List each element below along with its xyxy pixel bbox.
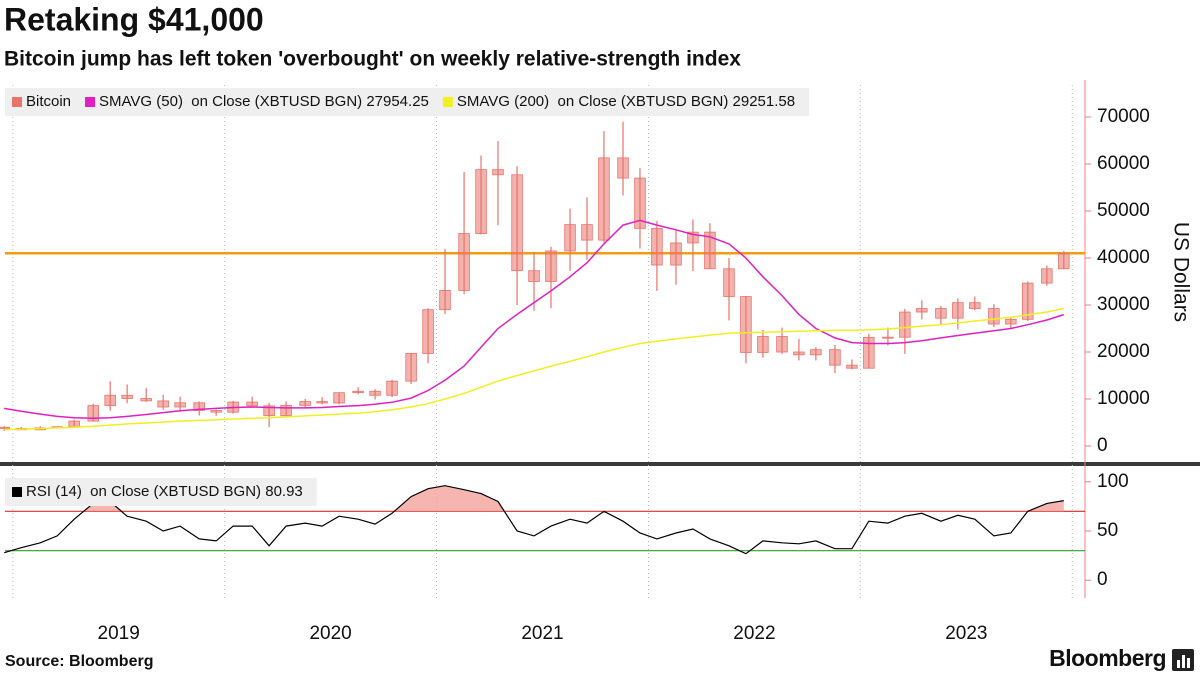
candle-body <box>952 302 964 319</box>
candle-body <box>68 420 80 428</box>
candle-body <box>492 169 504 176</box>
y-tick-label: 30000 <box>1097 294 1150 315</box>
candle-body <box>333 392 345 404</box>
y-tick-label: 50 <box>1097 520 1118 541</box>
legend-background <box>5 88 810 116</box>
y-tick-label: 70000 <box>1097 106 1150 127</box>
legend: RSI (14) on Close (XBTUSD BGN) 80.93 <box>5 478 317 506</box>
candle-body <box>687 231 699 244</box>
candle-body <box>104 394 116 406</box>
legend-marker <box>442 97 453 107</box>
candle-body <box>174 402 186 408</box>
y-tick-label: 40000 <box>1097 247 1150 268</box>
candle-body <box>422 309 434 354</box>
y-tick-label: 50000 <box>1097 200 1150 221</box>
legend-label: Bitcoin <box>26 93 71 110</box>
x-tick-label: 2022 <box>733 623 775 644</box>
x-tick-label: 2019 <box>98 623 140 644</box>
candle-body <box>405 353 417 382</box>
candle-body <box>829 349 841 366</box>
brand-icon-bar <box>1187 658 1190 668</box>
candle-body <box>246 401 258 407</box>
rsi-line <box>4 485 1064 555</box>
x-tick-label: 2020 <box>309 623 351 644</box>
candle-body <box>776 336 788 353</box>
legend-marker <box>85 97 96 107</box>
x-tick-label: 2021 <box>521 623 563 644</box>
candle-body <box>87 405 99 422</box>
candle-body <box>1041 268 1053 284</box>
candle-body <box>280 404 292 417</box>
y-tick-label: 100 <box>1097 471 1129 492</box>
chart-title: Retaking $41,000 <box>4 1 264 37</box>
candle-body <box>634 177 646 229</box>
candle-body <box>916 308 928 313</box>
legend-label: SMAVG (50) on Close (XBTUSD BGN) 27954.2… <box>99 93 429 110</box>
candle-body <box>511 174 523 272</box>
candle-body <box>882 336 894 339</box>
candle-body <box>157 400 169 408</box>
candle-body <box>528 270 540 282</box>
candle-body <box>369 390 381 396</box>
brand: Bloomberg <box>1049 645 1166 671</box>
candle-body <box>1022 282 1034 320</box>
candle-body <box>193 402 205 411</box>
candle-body <box>988 308 1000 325</box>
candle-body <box>299 401 311 406</box>
candle-body <box>581 224 593 241</box>
y-tick-label: 10000 <box>1097 388 1150 409</box>
legend-background <box>5 478 317 506</box>
candle-body <box>846 364 858 369</box>
candle-body <box>1005 318 1017 325</box>
candle-body <box>263 405 275 417</box>
legend-marker <box>12 97 22 107</box>
sma-line <box>4 307 1064 431</box>
y-tick-label: 20000 <box>1097 341 1150 362</box>
brand-icon-bar <box>1182 655 1185 668</box>
candle-body <box>651 227 663 266</box>
y-axis-label: US Dollars <box>1169 222 1192 322</box>
candle-body <box>386 380 398 396</box>
candle-body <box>0 426 10 429</box>
y-tick-label: 60000 <box>1097 153 1150 174</box>
legend: Bitcoin SMAVG (50) on Close (XBTUSD BGN) … <box>5 88 810 116</box>
chart-subtitle: Bitcoin jump has left token 'overbought'… <box>4 48 741 71</box>
candle-body <box>475 169 487 234</box>
legend-label: SMAVG (200) on Close (XBTUSD BGN) 29251.… <box>457 93 795 110</box>
y-tick-label: 0 <box>1097 435 1108 456</box>
candle-body <box>316 401 328 404</box>
x-tick-label: 2023 <box>945 623 987 644</box>
candle-body <box>439 290 451 311</box>
candle-body <box>617 157 629 179</box>
sma-line <box>4 219 1065 420</box>
candle-body <box>670 242 682 266</box>
candle-body <box>793 351 805 356</box>
candle-body <box>598 157 610 241</box>
candle-body <box>1058 252 1070 270</box>
candle-body <box>899 311 911 338</box>
source: Source: Bloomberg <box>5 653 153 670</box>
candle-body <box>935 308 947 319</box>
candle-body <box>121 394 133 399</box>
candle-body <box>740 296 752 353</box>
candle-body <box>545 250 557 282</box>
candle-body <box>810 349 822 356</box>
y-tick-label: 0 <box>1097 569 1108 590</box>
candle-body <box>352 390 364 394</box>
candle-body <box>564 224 576 252</box>
candle-body <box>969 302 981 309</box>
brand-icon-bar <box>1177 660 1180 668</box>
legend-label: RSI (14) on Close (XBTUSD BGN) 80.93 <box>26 483 303 500</box>
candle-body <box>723 268 735 297</box>
candle-body <box>757 336 769 353</box>
panel-divider <box>0 462 1200 466</box>
candle-body <box>140 398 152 402</box>
candle-body <box>210 410 222 413</box>
candle-body <box>863 337 875 369</box>
legend-marker <box>12 487 22 497</box>
candle-body <box>458 233 470 291</box>
candle-body <box>704 231 716 270</box>
